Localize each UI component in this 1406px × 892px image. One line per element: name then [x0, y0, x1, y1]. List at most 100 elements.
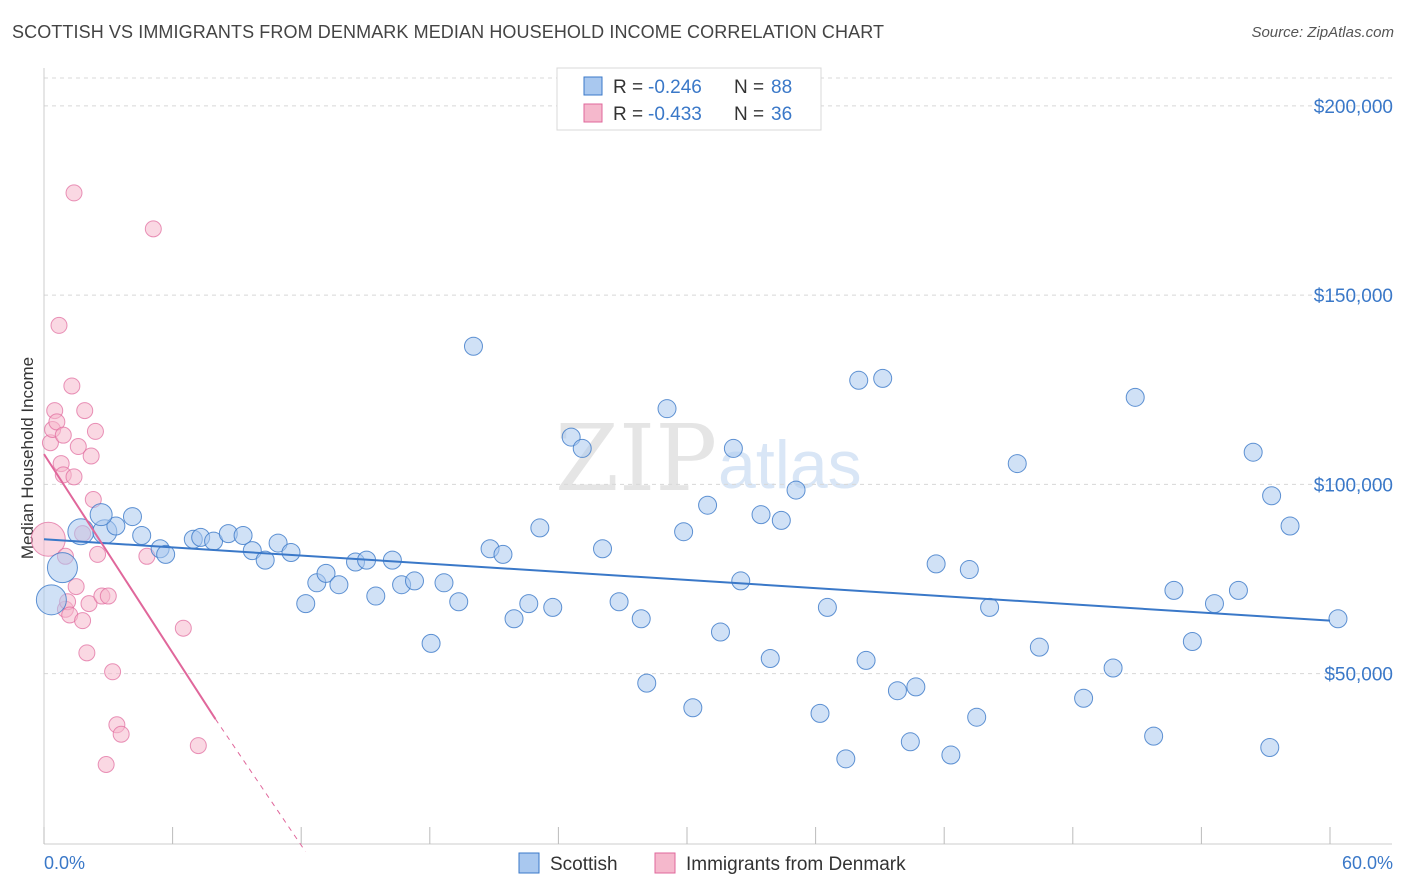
scottish-point: [449, 592, 469, 612]
stats-n-label-denmark: N =: [734, 104, 764, 125]
denmark-point: [97, 756, 115, 774]
scottish-point: [887, 681, 907, 701]
scottish-point: [1074, 688, 1094, 708]
scottish-point: [493, 544, 513, 564]
chart-source: Source: ZipAtlas.com: [1251, 24, 1394, 41]
stats-n-value-denmark: 36: [771, 104, 792, 125]
denmark-point: [86, 422, 104, 440]
scottish-point: [980, 597, 1000, 617]
scottish-point: [242, 541, 262, 561]
scottish-point: [281, 543, 301, 563]
scottish-point: [786, 480, 806, 500]
denmark-point: [76, 402, 94, 420]
scottish-point: [710, 622, 730, 642]
series-legend: Scottish Immigrants from Denmark: [518, 852, 906, 875]
denmark-point: [69, 438, 87, 456]
scottish-point: [873, 368, 893, 388]
denmark-point: [63, 377, 81, 395]
trend-lines: [43, 453, 1331, 852]
scottish-point: [751, 505, 771, 525]
scottish-point: [1243, 442, 1263, 462]
scottish-point: [657, 399, 677, 419]
scottish-point: [296, 594, 316, 614]
stats-r-value-scottish: -0.246: [648, 77, 702, 98]
scottish-point: [771, 510, 791, 530]
legend-swatch-scottish: [518, 852, 540, 874]
stats-r-value-denmark: -0.433: [648, 104, 702, 125]
scottish-point: [609, 592, 629, 612]
scottish-point: [1182, 631, 1202, 651]
denmark-point: [65, 184, 83, 202]
scottish-point: [268, 533, 288, 553]
denmark-point: [54, 426, 72, 444]
scottish-point: [519, 594, 539, 614]
scottish-point: [856, 650, 876, 670]
scottish-point: [849, 370, 869, 390]
legend-label-denmark: Immigrants from Denmark: [686, 854, 906, 875]
trend-line-denmark: [43, 453, 217, 720]
scottish-point: [731, 571, 751, 591]
scottish-point: [637, 673, 657, 693]
scottish-point: [46, 552, 78, 584]
denmark-point: [80, 595, 98, 613]
scottish-point: [255, 550, 275, 570]
scottish-point: [1125, 387, 1145, 407]
y-tick-label: $150,000: [1314, 286, 1393, 307]
scottish-point: [760, 649, 780, 669]
scottish-point: [89, 503, 113, 527]
scottish-point: [1280, 516, 1300, 536]
scottish-point: [233, 525, 253, 545]
y-tick-label: $200,000: [1314, 97, 1393, 118]
denmark-point: [99, 587, 117, 605]
scottish-point: [1144, 726, 1164, 746]
scottish-point: [941, 745, 961, 765]
scottish-point: [810, 703, 830, 723]
scottish-point: [698, 495, 718, 515]
scottish-point: [463, 336, 483, 356]
scottish-point: [1262, 486, 1282, 506]
scottish-point: [1260, 737, 1280, 757]
stats-legend-swatch-scottish: [583, 76, 603, 96]
y-tick-label: $100,000: [1314, 475, 1393, 496]
axes: [43, 68, 1392, 845]
scottish-point: [35, 584, 67, 616]
scottish-point: [132, 525, 152, 545]
scottish-point: [530, 518, 550, 538]
scottish-point: [836, 749, 856, 769]
denmark-point: [50, 316, 68, 334]
denmark-point: [174, 619, 192, 637]
scottish-point: [434, 573, 454, 593]
denmark-point: [89, 545, 107, 563]
scottish-point: [1007, 454, 1027, 474]
scottish-point: [122, 507, 142, 527]
legend-label-scottish: Scottish: [550, 854, 618, 875]
x-tick-label-max: 60.0%: [1342, 853, 1393, 873]
denmark-point: [189, 737, 207, 755]
denmark-point: [78, 644, 96, 662]
y-axis-label: Median Household Income: [18, 357, 37, 559]
scottish-point: [1164, 580, 1184, 600]
scottish-point: [1029, 637, 1049, 657]
grid: [44, 77, 1392, 675]
scottish-point: [683, 698, 703, 718]
scottish-point: [316, 563, 336, 583]
denmark-point: [65, 468, 83, 486]
denmark-point: [144, 220, 162, 238]
scottish-point: [959, 560, 979, 580]
stats-r-label-denmark: R =: [613, 104, 643, 125]
chart-title: SCOTTISH VS IMMIGRANTS FROM DENMARK MEDI…: [12, 22, 885, 42]
trend-line-scottish: [43, 538, 1331, 622]
scottish-point: [926, 554, 946, 574]
scottish-point: [817, 597, 837, 617]
trend-line-denmark-extension: [215, 718, 306, 852]
x-tick-label-min: 0.0%: [44, 853, 85, 873]
scottish-point: [543, 597, 563, 617]
denmark-point: [112, 725, 130, 743]
scottish-point: [723, 438, 743, 458]
scottish-point: [1328, 609, 1348, 629]
x-tick-marks: [43, 827, 1331, 844]
scottish-point: [906, 677, 926, 697]
scottish-point: [900, 732, 920, 752]
scottish-point: [593, 539, 613, 559]
scottish-point: [504, 609, 524, 629]
